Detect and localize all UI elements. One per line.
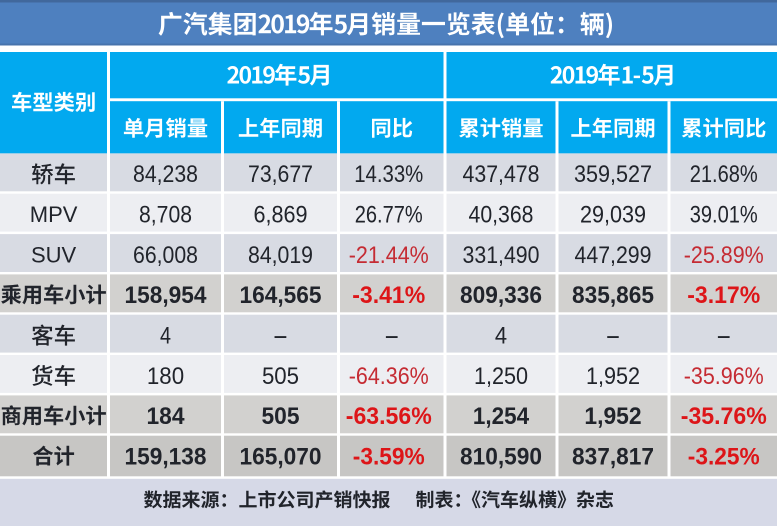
- svg-text:4: 4: [495, 323, 507, 350]
- svg-text:835,865: 835,865: [572, 282, 654, 309]
- svg-text:-63.56%: -63.56%: [346, 403, 432, 430]
- svg-text:810,590: 810,590: [460, 444, 542, 471]
- svg-text:MPV: MPV: [30, 202, 78, 227]
- svg-text:8,708: 8,708: [139, 202, 192, 229]
- svg-text:84,238: 84,238: [133, 161, 198, 188]
- svg-text:-3.59%: -3.59%: [353, 444, 425, 471]
- svg-text:437,478: 437,478: [463, 161, 540, 188]
- svg-text:21.68%: 21.68%: [690, 161, 758, 188]
- svg-text:165,070: 165,070: [240, 444, 322, 471]
- svg-text:73,677: 73,677: [248, 161, 313, 188]
- svg-text:14.33%: 14.33%: [354, 161, 423, 188]
- svg-text:40,368: 40,368: [469, 202, 534, 229]
- svg-text:39.01%: 39.01%: [690, 202, 758, 229]
- svg-text:184: 184: [147, 403, 185, 430]
- svg-text:-: -: [272, 323, 288, 350]
- svg-text:-: -: [384, 323, 400, 350]
- svg-text:505: 505: [262, 363, 299, 390]
- svg-text:-3.25%: -3.25%: [688, 444, 760, 471]
- svg-text:837,817: 837,817: [572, 444, 654, 471]
- svg-text:84,019: 84,019: [248, 242, 313, 269]
- svg-text:26.77%: 26.77%: [355, 202, 423, 229]
- svg-text:1,254: 1,254: [473, 403, 530, 430]
- svg-text:-25.89%: -25.89%: [684, 242, 764, 269]
- svg-text:SUV: SUV: [31, 242, 77, 267]
- svg-text:164,565: 164,565: [240, 282, 322, 309]
- svg-text:-64.36%: -64.36%: [349, 363, 429, 390]
- svg-text:159,138: 159,138: [125, 444, 207, 471]
- svg-text:-: -: [716, 323, 732, 350]
- svg-text:-3.17%: -3.17%: [687, 282, 760, 309]
- svg-text:180: 180: [147, 363, 184, 390]
- svg-text:809,336: 809,336: [460, 282, 542, 309]
- svg-text:-35.76%: -35.76%: [681, 403, 767, 430]
- svg-text:29,039: 29,039: [580, 202, 646, 229]
- svg-text:4: 4: [160, 323, 171, 350]
- svg-text:66,008: 66,008: [133, 242, 198, 269]
- svg-text:158,954: 158,954: [125, 282, 207, 309]
- svg-text:359,527: 359,527: [574, 161, 652, 188]
- svg-text:505: 505: [262, 403, 300, 430]
- svg-text:-3.41%: -3.41%: [352, 282, 425, 309]
- svg-text:1,250: 1,250: [474, 363, 528, 390]
- svg-text:1,952: 1,952: [584, 403, 641, 430]
- svg-text:1,952: 1,952: [586, 363, 640, 390]
- svg-text:-21.44%: -21.44%: [349, 242, 429, 269]
- svg-text:6,869: 6,869: [253, 202, 307, 229]
- svg-text:-35.96%: -35.96%: [684, 363, 764, 390]
- svg-text:331,490: 331,490: [463, 242, 540, 269]
- svg-text:-: -: [605, 323, 621, 350]
- svg-text:447,299: 447,299: [575, 242, 652, 269]
